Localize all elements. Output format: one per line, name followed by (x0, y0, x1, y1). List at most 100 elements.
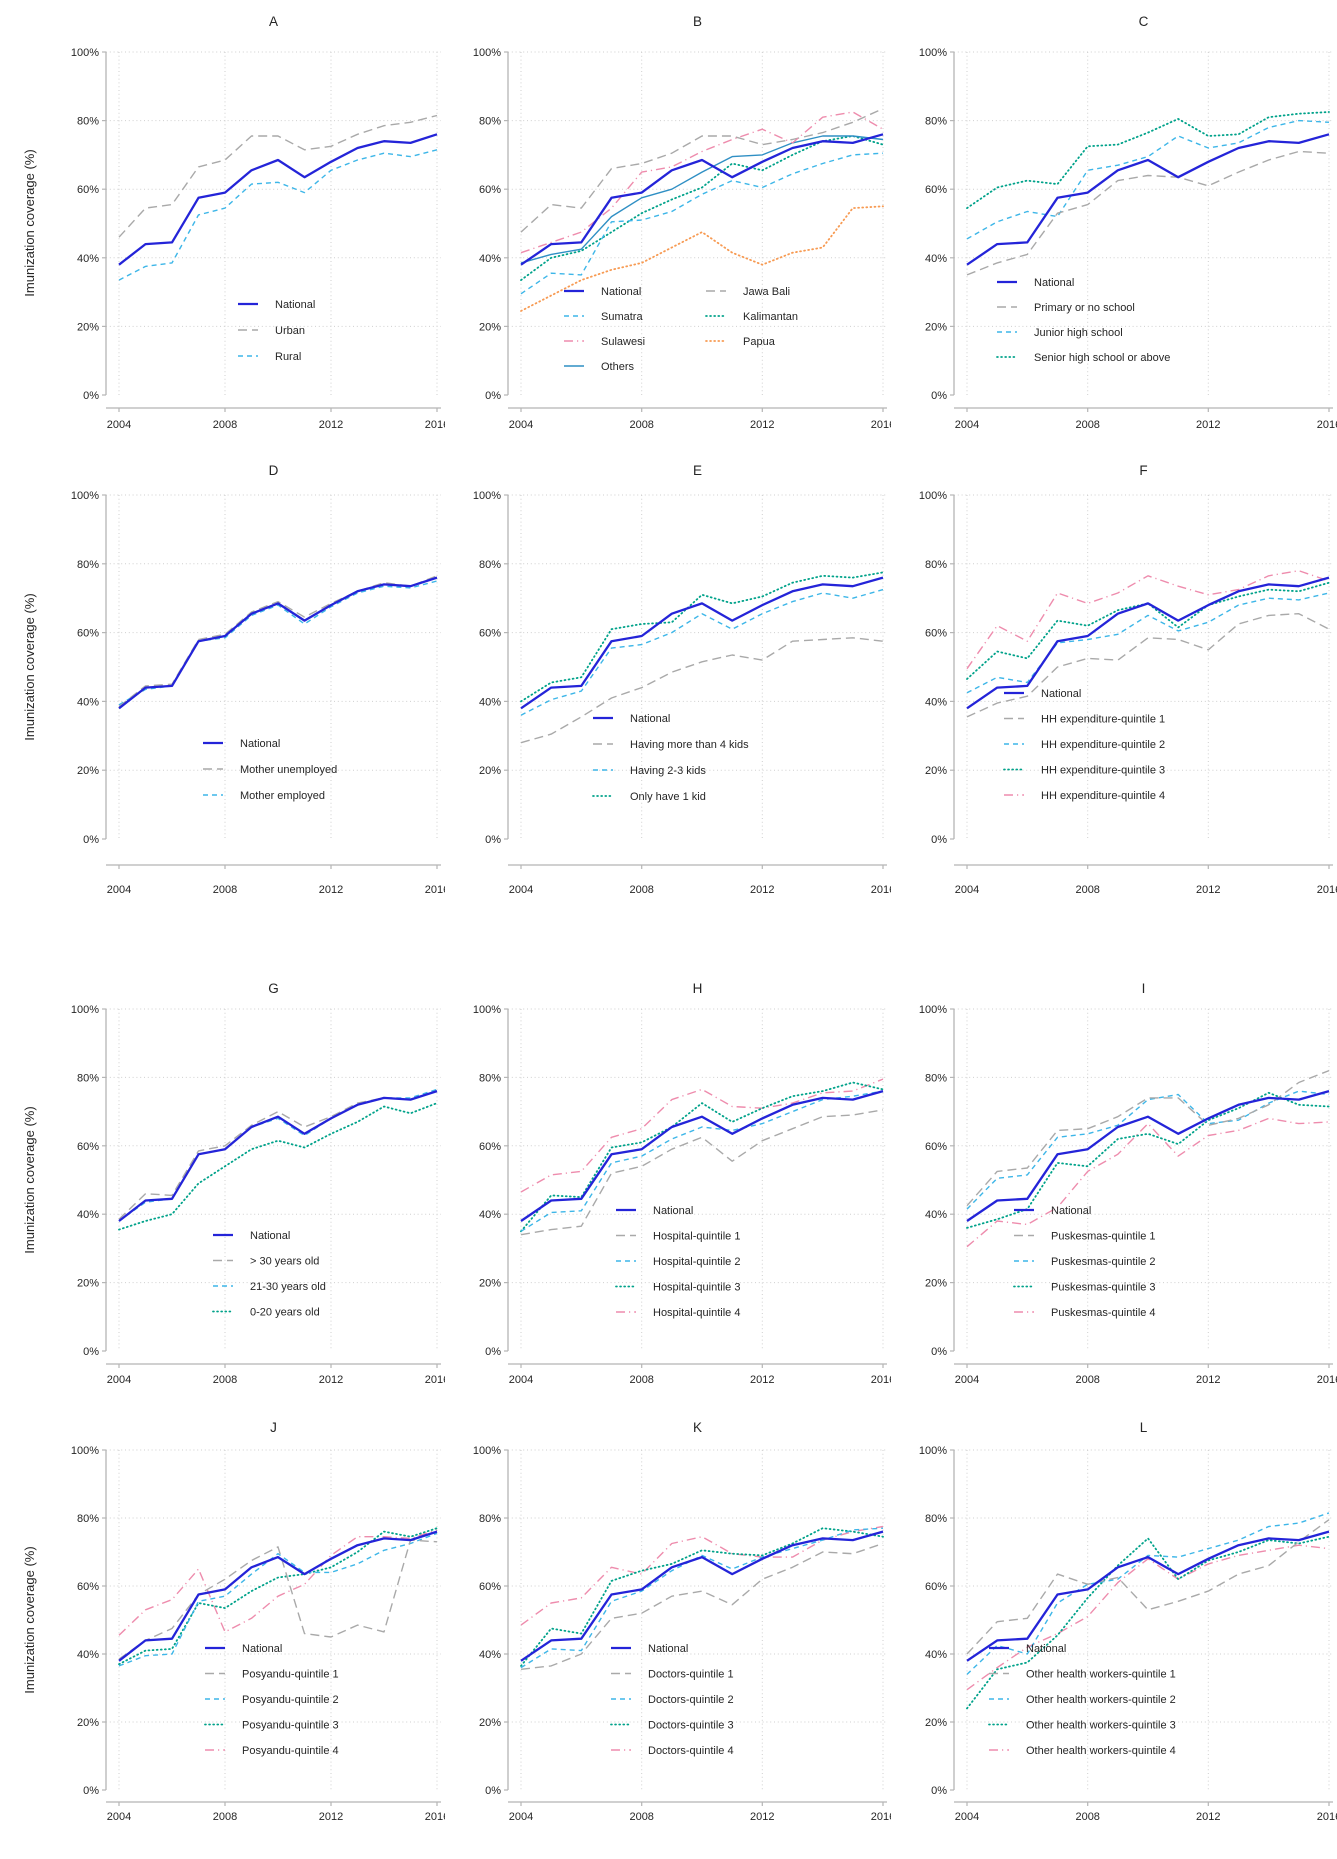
x-tick-label: 2012 (750, 1811, 774, 1823)
x-tick-label: 2004 (509, 1374, 533, 1386)
y-tick-label: 80% (479, 1513, 501, 1525)
x-tick-label: 2008 (213, 419, 237, 431)
panel-title: A (269, 14, 278, 29)
y-tick-label: 100% (473, 490, 501, 502)
y-tick-label: 60% (925, 628, 947, 640)
y-tick-label: 0% (485, 834, 501, 846)
x-tick-label: 2012 (750, 419, 774, 431)
legend-item-national: National (205, 1643, 282, 1655)
y-tick-label: 40% (925, 1649, 947, 1661)
legend-item-hospital-quintile-4: Hospital-quintile 4 (616, 1307, 740, 1319)
y-tick-label: 80% (479, 116, 501, 128)
y-tick-label: 60% (925, 1581, 947, 1593)
y-tick-label: 80% (77, 116, 99, 128)
legend-item-30-years-old: > 30 years old (213, 1256, 319, 1268)
x-tick-label: 2008 (213, 1374, 237, 1386)
x-tick-label: 2012 (319, 1374, 343, 1386)
legend-label: Puskesmas-quintile 1 (1051, 1231, 1156, 1243)
legend-label: National (250, 1230, 290, 1242)
legend-label: Mother employed (240, 790, 325, 802)
x-tick-label: 2016 (871, 1811, 891, 1823)
legend-item-doctors-quintile-2: Doctors-quintile 2 (611, 1694, 734, 1706)
x-tick-label: 2008 (1075, 1374, 1099, 1386)
line-papua (520, 205, 884, 312)
y-tick-label: 100% (919, 1004, 947, 1016)
line-hospital-quintile-4 (520, 1078, 884, 1193)
y-tick-label: 20% (925, 765, 947, 777)
line-national (520, 1089, 884, 1222)
y-tick-label: 60% (479, 1141, 501, 1153)
legend-item-national: National (616, 1205, 693, 1217)
legend-label: National (275, 299, 315, 311)
legend-item-hospital-quintile-3: Hospital-quintile 3 (615, 1282, 740, 1294)
legend-label: National (653, 1205, 693, 1217)
x-tick-label: 2012 (750, 1374, 774, 1386)
legend-item-only-have-1-kid: Only have 1 kid (592, 791, 706, 803)
legend-label: Posyandu-quintile 1 (242, 1669, 339, 1681)
y-tick-label: 80% (925, 559, 947, 571)
y-tick-label: 40% (77, 1649, 99, 1661)
x-tick-label: 2012 (319, 419, 343, 431)
x-tick-label: 2012 (1196, 1374, 1220, 1386)
legend-label: Doctors-quintile 4 (648, 1745, 734, 1757)
x-tick-label: 2004 (955, 1374, 979, 1386)
y-tick-label: 0% (931, 390, 947, 402)
line-national (520, 133, 884, 266)
y-tick-label: 100% (919, 47, 947, 59)
legend-item-posyandu-quintile-3: Posyandu-quintile 3 (204, 1720, 339, 1732)
y-tick-label: 100% (473, 1445, 501, 1457)
legend-item-national: National (997, 277, 1074, 289)
legend-item-posyandu-quintile-2: Posyandu-quintile 2 (205, 1694, 339, 1706)
panel-c-chart: C 0% 20% 40% 60% 80% 100% 2004 2008 2012 2016 Natio… (919, 14, 1337, 431)
legend-item-other-health-workers-quintile-2: Other health workers-quintile 2 (989, 1694, 1176, 1706)
legend-label: Papua (743, 336, 776, 348)
legend-item-mother-employed: Mother employed (203, 790, 325, 802)
y-tick-label: 60% (77, 1141, 99, 1153)
legend-item-puskesmas-quintile-4: Puskesmas-quintile 4 (1014, 1307, 1156, 1319)
x-tick-label: 2012 (750, 884, 774, 896)
line-junior-high-school (966, 119, 1330, 240)
legend-item-primary-or-no-school: Primary or no school (997, 302, 1135, 314)
y-tick-label: 80% (925, 1072, 947, 1084)
legend-item-sulawesi: Sulawesi (564, 336, 645, 348)
legend-label: 21-30 years old (250, 1281, 326, 1293)
y-tick-label: 80% (479, 559, 501, 571)
legend-item-doctors-quintile-1: Doctors-quintile 1 (611, 1669, 734, 1681)
legend-label: Hospital-quintile 2 (653, 1256, 740, 1268)
legend-label: National (1041, 688, 1081, 700)
panel-i-chart: I 0% 20% 40% 60% 80% 100% 2004 2008 2012 2016 Natio… (919, 981, 1337, 1386)
panel-title: J (270, 1420, 277, 1435)
y-tick-label: 80% (479, 1072, 501, 1084)
legend-item-urban: Urban (238, 325, 305, 337)
x-tick-label: 2004 (955, 419, 979, 431)
line-national (118, 133, 438, 266)
y-tick-label: 40% (77, 253, 99, 265)
panel-l-chart: L 0% 20% 40% 60% 80% 100% 2004 2008 2012 2016 Natio… (919, 1420, 1337, 1823)
line-hospital-quintile-3 (520, 1081, 884, 1233)
y-tick-label: 60% (479, 1581, 501, 1593)
legend-item-national: National (1014, 1205, 1091, 1217)
legend-item-hh-expenditure-quintile-3: HH expenditure-quintile 3 (1003, 765, 1165, 777)
line-posyandu-quintile-3 (118, 1527, 438, 1666)
legend-item-hh-expenditure-quintile-1: HH expenditure-quintile 1 (1004, 714, 1165, 726)
x-tick-label: 2016 (425, 1374, 445, 1386)
line-puskesmas-quintile-1 (966, 1069, 1330, 1207)
legend-item-mother-unemployed: Mother unemployed (203, 764, 337, 776)
legend-item-posyandu-quintile-4: Posyandu-quintile 4 (205, 1745, 339, 1757)
line-national (118, 1530, 438, 1662)
y-tick-label: 20% (479, 1717, 501, 1729)
x-tick-label: 2004 (509, 884, 533, 896)
legend-item-other-health-workers-quintile-1: Other health workers-quintile 1 (989, 1669, 1176, 1681)
y-tick-label: 60% (77, 628, 99, 640)
y-tick-label: 20% (77, 765, 99, 777)
panel-j-chart: J 0% 20% 40% 60% 80% 100% 2004 2008 2012 2016 Natio… (71, 1420, 445, 1823)
legend-label: > 30 years old (250, 1256, 319, 1268)
legend-label: Urban (275, 325, 305, 337)
line-urban (118, 114, 438, 238)
x-tick-label: 2012 (319, 884, 343, 896)
legend-label: National (601, 286, 641, 298)
legend-item-21-30-years-old: 21-30 years old (213, 1281, 326, 1293)
legend-label: Posyandu-quintile 2 (242, 1694, 339, 1706)
x-tick-label: 2016 (425, 419, 445, 431)
x-tick-label: 2012 (1196, 1811, 1220, 1823)
